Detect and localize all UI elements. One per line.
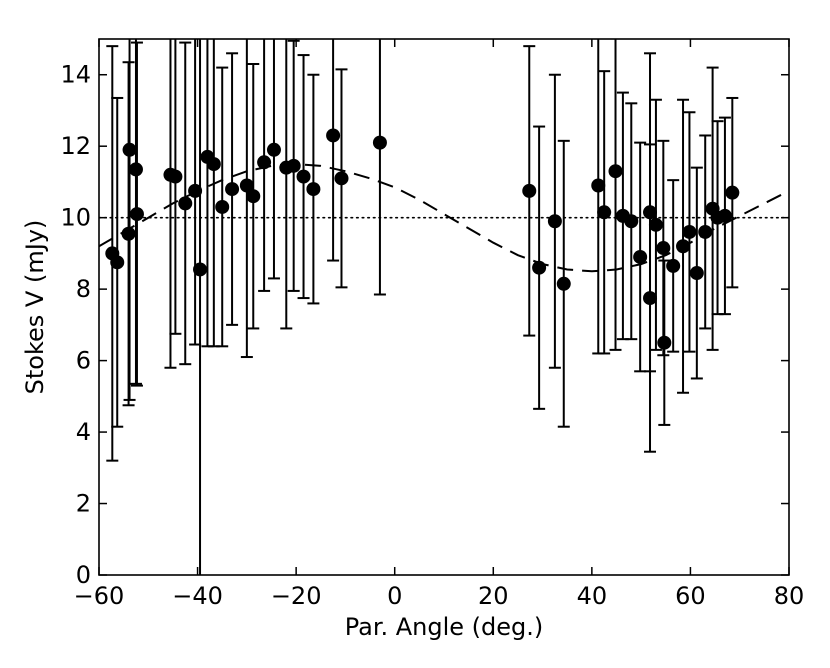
data-point [666,258,681,273]
data-point [698,224,713,239]
data-point [657,335,672,350]
data-point [326,128,341,143]
x-tick-label: 0 [387,582,402,610]
data-point [122,142,137,157]
data-point [121,226,136,241]
y-tick-label: 0 [76,561,91,589]
data-point [624,214,639,229]
data-point [246,189,261,204]
data-point [643,291,658,306]
data-point [286,158,301,173]
data-point [193,262,208,277]
data-point [689,266,704,281]
data-point [239,178,254,193]
data-point [532,260,547,275]
data-point [257,155,272,170]
plot-layer [99,39,789,575]
x-axis-title: Par. Angle (deg.) [345,613,544,641]
data-point [547,214,562,229]
data-point [597,205,612,220]
y-axis-title: Stokes V (mJy) [21,220,49,395]
data-point [225,182,240,197]
data-point [372,135,387,150]
data-point [717,208,732,223]
x-tick-label: 80 [774,582,805,610]
data-point [682,224,697,239]
data-point [215,199,230,214]
data-point [168,169,183,184]
plot-frame [98,38,790,576]
y-tick-label: 14 [60,61,91,89]
data-point [648,217,663,232]
y-tick-label: 12 [60,132,91,160]
data-point [128,162,143,177]
data-point [266,142,281,157]
x-tick-label: 20 [478,582,509,610]
x-tick-label: 40 [577,582,608,610]
data-point [656,241,671,256]
data-point [296,169,311,184]
x-tick-label: −60 [74,582,125,610]
data-point [334,171,349,186]
plot-inner [99,39,789,575]
data-point [676,239,691,254]
y-tick-label: 8 [76,275,91,303]
data-point [178,196,193,211]
model-curve [99,163,789,273]
data-point [522,183,537,198]
data-point [591,178,606,193]
data-point [643,205,658,220]
data-point [633,249,648,264]
axis-layer: −60 −40 −20 0 20 40 60 80 0 2 4 6 8 10 12 14 [60,39,804,610]
data-point [129,207,144,222]
y-tick-label: 10 [60,204,91,232]
data-point [556,276,571,291]
x-tick-label: −40 [172,582,223,610]
y-tick-label: 6 [76,347,91,375]
data-point [608,164,623,179]
data-point [206,157,221,172]
data-point [110,255,125,270]
data-point [725,185,740,200]
y-tick-label: 2 [76,490,91,518]
y-tick-label: 4 [76,418,91,446]
x-tick-label: −20 [271,582,322,610]
x-tick-label: 60 [675,582,706,610]
data-point [188,183,203,198]
data-point [306,182,321,197]
